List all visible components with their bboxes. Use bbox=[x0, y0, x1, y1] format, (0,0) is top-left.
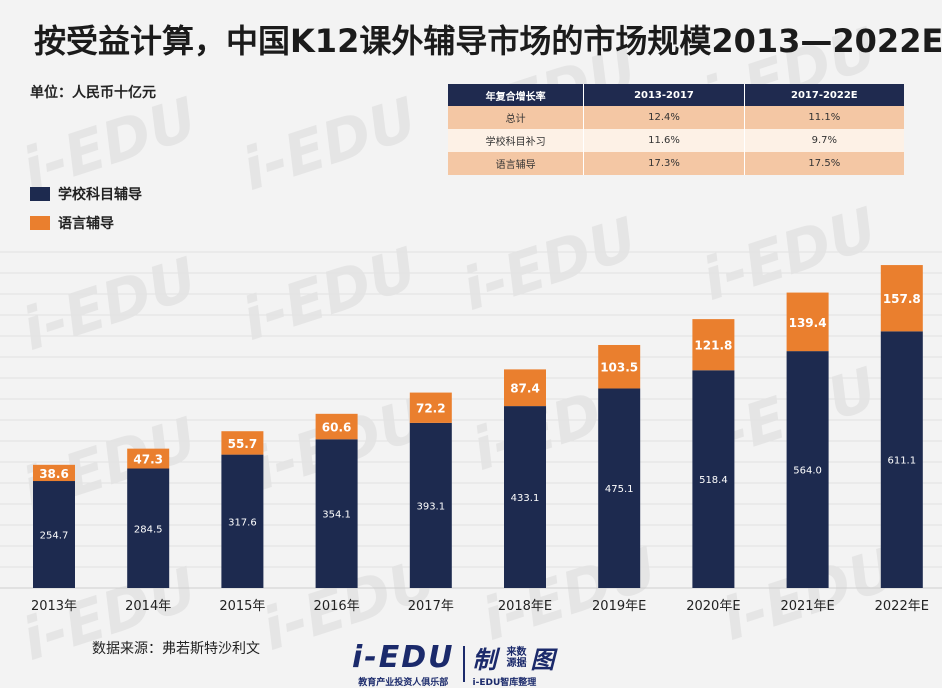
x-tick-label: 2016年 bbox=[314, 599, 360, 614]
bar-language bbox=[409, 392, 452, 423]
brand-tag: 来数 源据 bbox=[507, 647, 527, 669]
data-label-language: 60.6 bbox=[322, 421, 352, 435]
table-header-row: 年复合增长率 2013-2017 2017-2022E bbox=[448, 84, 904, 106]
table-cell: 11.1% bbox=[744, 106, 904, 129]
data-label-school: 254.7 bbox=[40, 531, 69, 542]
bar-school bbox=[786, 351, 829, 588]
data-label-school: 611.1 bbox=[887, 456, 916, 467]
brand-mark: 制 bbox=[472, 646, 497, 674]
bar-school bbox=[504, 406, 546, 588]
data-label-school: 354.1 bbox=[322, 510, 351, 521]
cagr-table: 年复合增长率 2013-2017 2017-2022E 总计 12.4% 11.… bbox=[448, 84, 904, 175]
table-header-cagr: 年复合增长率 bbox=[448, 84, 585, 106]
bar-language bbox=[786, 292, 829, 352]
bar-school bbox=[315, 439, 358, 588]
brand-tag-char: 图 bbox=[530, 646, 555, 674]
bar-language bbox=[33, 464, 75, 482]
data-label-language: 47.3 bbox=[133, 453, 163, 467]
legend-swatch-language bbox=[30, 216, 50, 230]
bar-language bbox=[692, 319, 735, 371]
data-label-language: 103.5 bbox=[600, 361, 638, 375]
data-label-school: 518.4 bbox=[699, 475, 728, 486]
page-title: 按受益计算，中国K12课外辅导市场的市场规模2013—2022E bbox=[34, 22, 942, 60]
bar-language bbox=[880, 265, 923, 332]
data-label-language: 87.4 bbox=[510, 382, 540, 396]
bar-language bbox=[598, 344, 641, 389]
x-tick-label: 2022年E bbox=[875, 599, 929, 614]
x-tick-label: 2015年 bbox=[219, 599, 265, 614]
data-label-school: 393.1 bbox=[416, 501, 445, 512]
legend-label-school: 学校科目辅导 bbox=[58, 187, 142, 203]
brand-secondary-top: 制 来数 源据 图 bbox=[473, 640, 555, 675]
table-cell: 9.7% bbox=[744, 129, 904, 152]
brand-tag-sub: i-EDU智库整理 bbox=[472, 678, 537, 688]
data-label-language: 55.7 bbox=[228, 437, 258, 451]
bar-school bbox=[598, 388, 641, 588]
x-tick-label: 2017年 bbox=[408, 599, 454, 614]
x-tick-label: 2018年E bbox=[498, 599, 552, 614]
bar-school bbox=[692, 370, 735, 588]
x-tick-label: 2020年E bbox=[686, 599, 740, 614]
bar-school bbox=[409, 422, 452, 588]
bar-school bbox=[33, 481, 75, 588]
legend-label-language: 语言辅导 bbox=[58, 216, 114, 232]
brand-main-text: i-EDU bbox=[352, 640, 455, 675]
bar-school bbox=[127, 468, 170, 588]
x-tick-label: 2013年 bbox=[31, 599, 77, 614]
table-header-2017-2022: 2017-2022E bbox=[744, 84, 904, 106]
bar-language bbox=[315, 413, 358, 440]
table-header-2013-2017: 2013-2017 bbox=[583, 84, 745, 106]
brand-sub-text: 教育产业投资人俱乐部 bbox=[358, 678, 449, 688]
bar-school bbox=[221, 454, 264, 588]
brand-tag-top: 来数 bbox=[506, 646, 527, 658]
bar-language bbox=[221, 431, 264, 455]
x-tick-label: 2021年E bbox=[780, 599, 834, 614]
data-label-school: 564.0 bbox=[793, 466, 822, 477]
data-label-language: 139.4 bbox=[789, 316, 827, 330]
source-note: 数据来源：弗若斯特沙利文 bbox=[92, 641, 260, 657]
table-cell: 17.3% bbox=[583, 152, 745, 175]
bar-language bbox=[504, 369, 546, 407]
brand-divider bbox=[462, 646, 465, 682]
data-label-language: 157.8 bbox=[883, 292, 921, 306]
table-row: 总计 12.4% 11.1% bbox=[448, 106, 904, 129]
brand-tag-bottom: 源据 bbox=[506, 657, 527, 669]
legend-swatch-school bbox=[30, 187, 50, 201]
table-cell: 11.6% bbox=[583, 129, 745, 152]
brand-secondary: 制 来数 源据 图 i-EDU智库整理 bbox=[473, 640, 555, 688]
table-row: 学校科目补习 11.6% 9.7% bbox=[448, 129, 904, 152]
table-cell: 17.5% bbox=[744, 152, 904, 175]
bar-school bbox=[880, 331, 923, 588]
table-cell: 学校科目补习 bbox=[448, 129, 585, 152]
table-row: 语言辅导 17.3% 17.5% bbox=[448, 152, 904, 175]
table-cell: 12.4% bbox=[583, 106, 745, 129]
table-cell: 语言辅导 bbox=[448, 152, 585, 175]
x-tick-label: 2014年 bbox=[125, 599, 171, 614]
brand-primary: i-EDU 教育产业投资人俱乐部 bbox=[352, 640, 455, 688]
brand-logo: i-EDU 教育产业投资人俱乐部 制 来数 源据 图 i-EDU智库整理 bbox=[352, 640, 555, 688]
legend-item-language: 语言辅导 bbox=[30, 213, 114, 233]
data-label-school: 475.1 bbox=[605, 484, 634, 495]
x-tick-label: 2019年E bbox=[592, 599, 646, 614]
data-label-language: 72.2 bbox=[416, 402, 446, 416]
data-label-language: 38.6 bbox=[39, 467, 69, 481]
legend-item-school: 学校科目辅导 bbox=[30, 184, 142, 204]
data-label-school: 284.5 bbox=[134, 524, 163, 535]
bar-language bbox=[127, 448, 170, 469]
data-label-school: 317.6 bbox=[228, 517, 257, 528]
data-label-language: 121.8 bbox=[694, 339, 732, 353]
data-label-school: 433.1 bbox=[511, 493, 540, 504]
table-cell: 总计 bbox=[448, 106, 585, 129]
unit-label: 单位：人民币十亿元 bbox=[30, 85, 156, 101]
